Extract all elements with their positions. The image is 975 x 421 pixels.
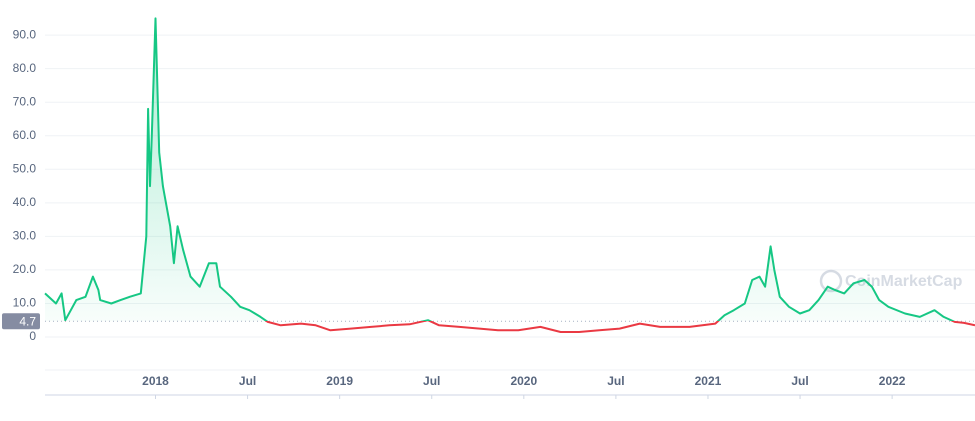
x-tick-label: 2022 (879, 374, 906, 388)
area (45, 18, 975, 322)
y-tick-label: 60.0 (13, 128, 37, 142)
x-tick-label: Jul (607, 374, 624, 388)
x-tick-label: 2019 (326, 374, 353, 388)
y-tick-label: 0 (29, 329, 36, 343)
y-tick-label: 30.0 (13, 229, 37, 243)
y-tick-label: 70.0 (13, 94, 37, 108)
watermark: CoinMarketCap (819, 269, 963, 293)
x-tick-label: 2018 (142, 374, 169, 388)
y-tick-label: 10.0 (13, 296, 37, 310)
y-tick-label: 90.0 (13, 27, 37, 41)
watermark-text: CoinMarketCap (845, 273, 963, 290)
y-tick-label: 80.0 (13, 61, 37, 75)
y-tick-label: 20.0 (13, 262, 37, 276)
baseline-label: 4.7 (19, 314, 36, 328)
x-tick-label: Jul (791, 374, 808, 388)
y-tick-label: 40.0 (13, 195, 37, 209)
price-line (44, 17, 975, 333)
y-tick-label: 50.0 (13, 161, 37, 175)
x-tick-label: 2020 (510, 374, 537, 388)
baseline-label-box (2, 313, 40, 330)
x-tick-label: Jul (239, 374, 256, 388)
x-tick-label: Jul (423, 374, 440, 388)
x-tick-label: 2021 (695, 374, 722, 388)
